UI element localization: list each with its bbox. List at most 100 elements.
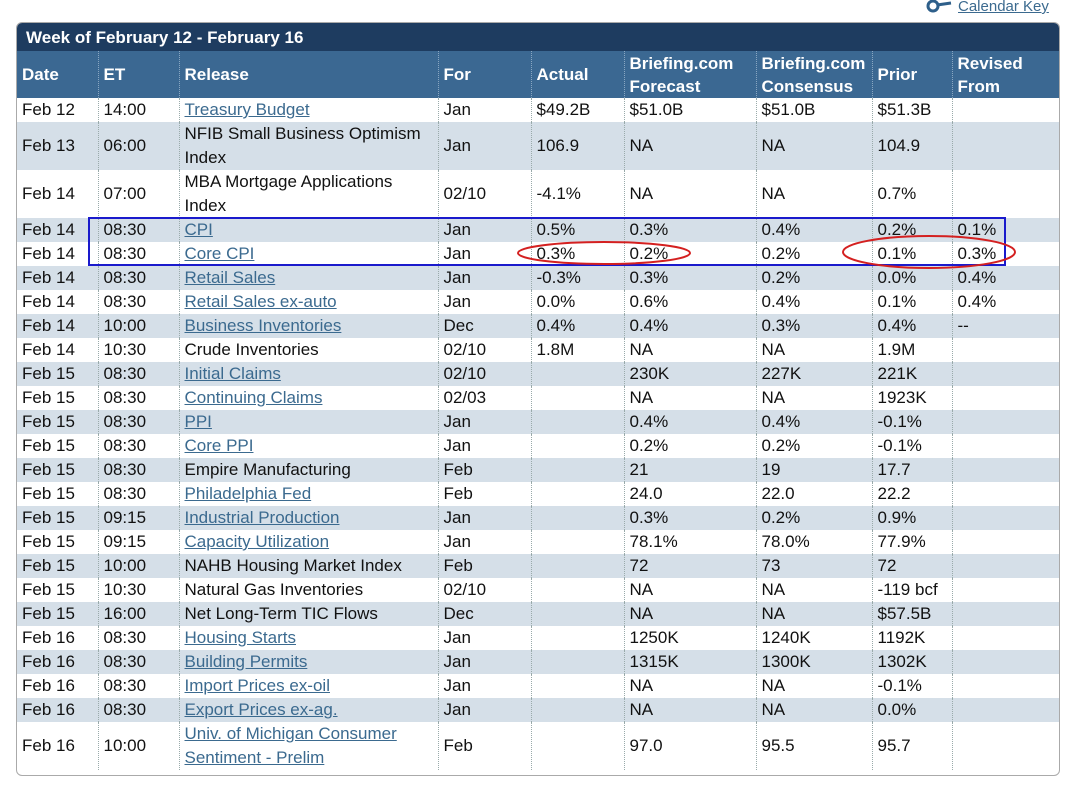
table-cell: NA [624,674,757,698]
table-row: Feb 15 09:15 Capacity Utilization Jan 78.1% 7… [17,530,1059,554]
table-cell [531,578,625,602]
release-link[interactable]: Univ. of Michigan Consumer Sentiment - P… [184,724,397,767]
table-cell: 0.1% [872,290,953,314]
table-cell [531,506,625,530]
release-link[interactable]: Continuing Claims [184,388,323,407]
table-cell: Retail Sales [179,266,439,290]
cell-text: Empire Manufacturing [184,460,351,479]
release-link[interactable]: Housing Starts [184,628,297,647]
table-cell: Feb 16 [17,650,99,674]
release-link[interactable]: Export Prices ex-ag. [184,700,338,719]
calendar-key[interactable]: Calendar Key [926,0,1049,15]
cell-text: NA [629,676,654,695]
table-cell: $57.5B [872,602,953,626]
table-cell: Jan [438,122,532,170]
release-link[interactable]: Initial Claims [184,364,281,383]
calendar-key-link[interactable]: Calendar Key [958,0,1049,15]
table-cell: Feb 15 [17,434,99,458]
release-link[interactable]: Treasury Budget [184,100,310,119]
cell-text: 0.2% [629,436,669,455]
table-row: Feb 14 08:30 Retail Sales Jan -0.3% 0.3% 0.2% 0… [17,266,1059,290]
cell-text: 0.2% [629,244,669,263]
release-link[interactable]: Core PPI [184,436,254,455]
cell-text: 22.0 [761,484,795,503]
table-cell: NA [756,698,873,722]
table-cell [531,482,625,506]
table-cell [952,530,1059,554]
table-cell [531,698,625,722]
table-cell: 104.9 [872,122,953,170]
release-link[interactable]: Business Inventories [184,316,342,335]
table-cell: Initial Claims [179,362,439,386]
table-cell: 0.3% [624,218,757,242]
table-row: Feb 15 08:30 Continuing Claims 02/03 NA NA 192… [17,386,1059,410]
table-cell [952,602,1059,626]
table-cell: Feb 15 [17,530,99,554]
cell-text: 21 [629,460,649,479]
release-link[interactable]: Capacity Utilization [184,532,330,551]
table-cell: NAHB Housing Market Index [179,554,439,578]
table-cell: 08:30 [98,650,180,674]
table-cell: 21 [624,458,757,482]
table-cell: Feb 14 [17,218,99,242]
table-cell: Net Long-Term TIC Flows [179,602,439,626]
cell-text: 10:00 [103,316,147,335]
release-link[interactable]: Import Prices ex-oil [184,676,330,695]
table-cell: -4.1% [531,170,625,218]
cell-text: 78.1% [629,532,678,551]
table-cell: Feb 14 [17,290,99,314]
column-header: Actual [531,51,625,98]
cell-text: 104.9 [877,136,921,155]
cell-text: NA [761,388,786,407]
release-link[interactable]: Retail Sales ex-auto [184,292,337,311]
cell-text: 0.6% [629,292,669,311]
cell-text: 10:00 [103,736,147,755]
cell-text: 0.2% [761,268,801,287]
release-link[interactable]: Core CPI [184,244,255,263]
table-cell: 1302K [872,650,953,674]
cell-text: NA [629,604,654,623]
table-cell: 0.0% [531,290,625,314]
cell-text: NA [761,676,786,695]
cell-text: NA [761,700,786,719]
cell-text: Jan [443,136,471,155]
cell-text: 0.0% [877,700,917,719]
cell-text: 73 [761,556,781,575]
table-cell: Jan [438,290,532,314]
cell-text: Feb 16 [22,700,75,719]
cell-text: 1.9M [877,340,916,359]
cell-text: Feb 13 [22,136,75,155]
release-link[interactable]: Philadelphia Fed [184,484,312,503]
cell-text: 1315K [629,652,679,671]
cell-text: 0.0% [877,268,917,287]
table-cell: 78.0% [756,530,873,554]
table-cell: Jan [438,266,532,290]
cell-text: Feb 14 [22,316,75,335]
table-cell: Feb [438,722,532,770]
cell-text: 0.4% [629,316,669,335]
release-link[interactable]: Building Permits [184,652,308,671]
table-cell: 17.7 [872,458,953,482]
table-cell: Feb 12 [17,98,99,122]
cell-text: Feb 15 [22,436,75,455]
table-cell [531,674,625,698]
table-cell: 0.2% [624,242,757,266]
table-cell: 72 [624,554,757,578]
table-cell [952,650,1059,674]
release-link[interactable]: CPI [184,220,213,239]
release-link[interactable]: PPI [184,412,212,431]
cell-text: 1.8M [536,340,575,359]
table-cell: Feb 14 [17,266,99,290]
release-link[interactable]: Retail Sales [184,268,276,287]
table-cell [531,530,625,554]
table-cell: 10:30 [98,578,180,602]
table-cell: Capacity Utilization [179,530,439,554]
table-cell: 95.5 [756,722,873,770]
table-cell [531,458,625,482]
table-cell [531,386,625,410]
release-link[interactable]: Industrial Production [184,508,340,527]
cell-text: 72 [629,556,649,575]
cell-text: 0.2% [761,508,801,527]
cell-text: 08:30 [103,652,147,671]
table-cell: Feb 15 [17,602,99,626]
